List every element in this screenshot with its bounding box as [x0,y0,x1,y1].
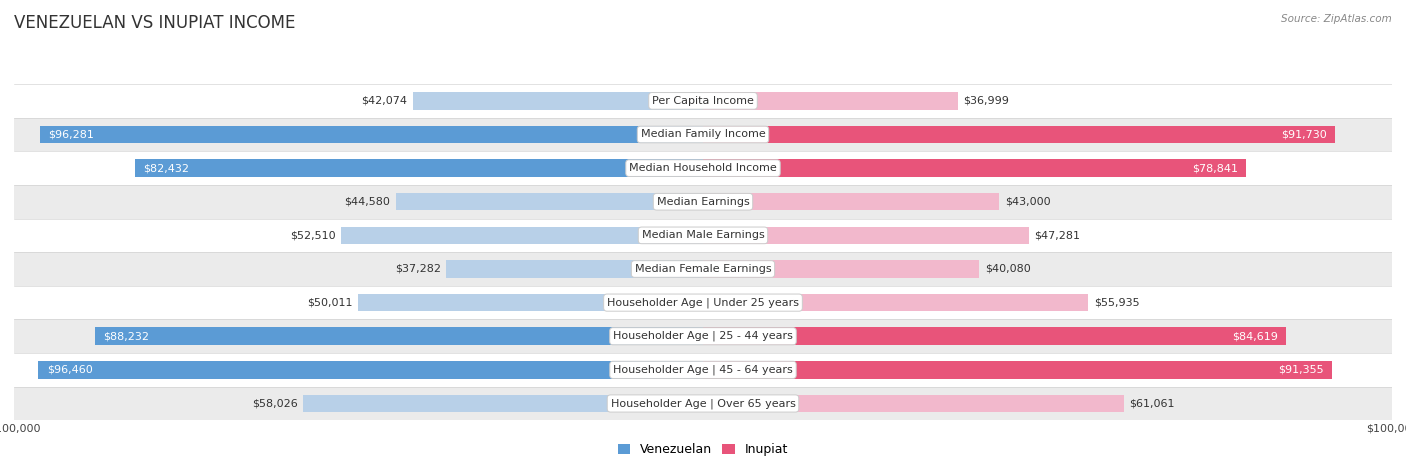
Bar [703,92,957,110]
Text: Median Male Earnings: Median Male Earnings [641,230,765,241]
Text: $36,999: $36,999 [963,96,1010,106]
Bar [96,327,703,345]
Bar [703,260,979,278]
Bar [14,319,1392,353]
Bar [14,151,1392,185]
Bar [359,294,703,311]
Bar [14,286,1392,319]
Text: $44,580: $44,580 [344,197,391,207]
Bar [14,387,1392,420]
Text: Median Household Income: Median Household Income [628,163,778,173]
Bar [39,126,703,143]
Text: Per Capita Income: Per Capita Income [652,96,754,106]
Text: $37,282: $37,282 [395,264,440,274]
Text: Householder Age | 45 - 64 years: Householder Age | 45 - 64 years [613,365,793,375]
Text: $91,355: $91,355 [1278,365,1324,375]
Bar [14,185,1392,219]
Bar [703,193,1000,211]
Text: $47,281: $47,281 [1035,230,1080,241]
Bar [703,226,1029,244]
Text: $42,074: $42,074 [361,96,408,106]
Text: $82,432: $82,432 [143,163,190,173]
Bar [38,361,703,379]
Bar [703,395,1123,412]
Text: Median Family Income: Median Family Income [641,129,765,140]
Text: Median Earnings: Median Earnings [657,197,749,207]
Bar [14,219,1392,252]
Text: $43,000: $43,000 [1005,197,1050,207]
Bar [413,92,703,110]
Text: $96,281: $96,281 [48,129,94,140]
Text: $78,841: $78,841 [1192,163,1237,173]
Bar [14,84,1392,118]
Bar [703,126,1334,143]
Bar [135,159,703,177]
Text: $52,510: $52,510 [290,230,336,241]
Bar [703,159,1246,177]
Text: $40,080: $40,080 [984,264,1031,274]
Text: Source: ZipAtlas.com: Source: ZipAtlas.com [1281,14,1392,24]
Text: $61,061: $61,061 [1129,398,1174,409]
Legend: Venezuelan, Inupiat: Venezuelan, Inupiat [617,443,789,456]
Text: Householder Age | 25 - 44 years: Householder Age | 25 - 44 years [613,331,793,341]
Bar [703,327,1286,345]
Bar [703,294,1088,311]
Bar [304,395,703,412]
Bar [703,361,1333,379]
Bar [14,252,1392,286]
Bar [14,118,1392,151]
Text: $55,935: $55,935 [1094,297,1139,308]
Text: $96,460: $96,460 [46,365,93,375]
Text: $50,011: $50,011 [308,297,353,308]
Bar [446,260,703,278]
Bar [14,353,1392,387]
Text: Median Female Earnings: Median Female Earnings [634,264,772,274]
Text: $91,730: $91,730 [1281,129,1327,140]
Text: VENEZUELAN VS INUPIAT INCOME: VENEZUELAN VS INUPIAT INCOME [14,14,295,32]
Text: $58,026: $58,026 [252,398,298,409]
Bar [396,193,703,211]
Bar [342,226,703,244]
Text: Householder Age | Over 65 years: Householder Age | Over 65 years [610,398,796,409]
Text: Householder Age | Under 25 years: Householder Age | Under 25 years [607,297,799,308]
Text: $84,619: $84,619 [1232,331,1278,341]
Text: $88,232: $88,232 [104,331,149,341]
